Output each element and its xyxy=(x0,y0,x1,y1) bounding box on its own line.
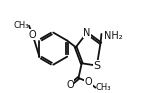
Text: O: O xyxy=(85,77,92,87)
Text: NH₂: NH₂ xyxy=(104,31,123,41)
Text: O: O xyxy=(66,80,74,90)
Text: S: S xyxy=(93,61,100,71)
Text: O: O xyxy=(29,30,36,40)
Text: N: N xyxy=(83,28,90,38)
Text: CH₃: CH₃ xyxy=(96,83,111,92)
Text: CH₃: CH₃ xyxy=(13,21,28,30)
